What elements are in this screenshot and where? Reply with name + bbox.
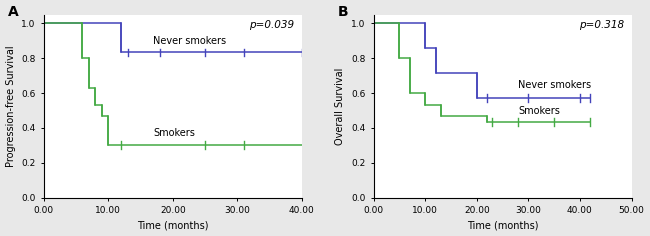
Text: Never smokers: Never smokers [518, 80, 591, 90]
Text: p=0.318: p=0.318 [578, 20, 624, 30]
Text: Smokers: Smokers [153, 128, 195, 138]
Y-axis label: Overall Survival: Overall Survival [335, 67, 345, 145]
Text: B: B [337, 5, 348, 20]
Text: Smokers: Smokers [518, 106, 560, 116]
Y-axis label: Progression-free Survival: Progression-free Survival [6, 45, 16, 167]
X-axis label: Time (months): Time (months) [137, 220, 209, 230]
X-axis label: Time (months): Time (months) [467, 220, 538, 230]
Text: A: A [8, 5, 18, 20]
Text: p=0.039: p=0.039 [249, 20, 294, 30]
Text: Never smokers: Never smokers [153, 36, 227, 46]
